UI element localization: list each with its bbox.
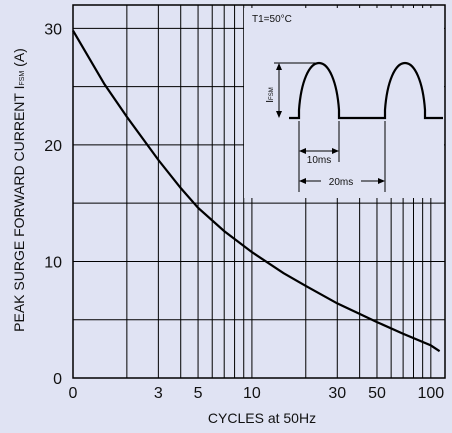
surge-curve-line	[72, 30, 441, 353]
y-axis-title-prefix: PEAK SURGE FORWARD CURRENT	[11, 89, 27, 331]
y-tick-label: 10	[44, 254, 62, 271]
y-tick-label: 0	[53, 371, 62, 388]
y-tick-label: 30	[44, 21, 62, 38]
x-tick-label: 100	[417, 385, 444, 402]
x-tick-label: 10	[243, 385, 261, 402]
x-tick-label: 3	[154, 385, 163, 402]
x-tick-label: 50	[368, 385, 386, 402]
inset-pulse-width-arrowhead-right	[332, 148, 339, 154]
x-tick-label: 5	[194, 385, 203, 402]
x-tick-label: 30	[328, 385, 346, 402]
x-axis-title: CYCLES at 50Hz	[208, 410, 316, 426]
inset-period-arrowhead-left	[299, 178, 306, 184]
y-axis-title: PEAK SURGE FORWARD CURRENT IFSM (A)	[11, 48, 27, 332]
y-tick-labels: 0 10 20 30	[44, 21, 62, 388]
y-axis-title-unit: (A)	[11, 48, 27, 71]
inset-amplitude-arrowhead-bottom	[276, 111, 282, 118]
inset-amplitude-arrowhead-top	[276, 63, 282, 70]
inset-pulse-width-arrowhead-left	[299, 148, 306, 154]
inset-pulse-width-label: 10ms	[307, 155, 331, 166]
x-tick-labels: 0 3 5 10 30 50 100	[69, 385, 445, 402]
y-tick-label: 20	[44, 138, 62, 155]
inset-waveform: T1=50°C IFSM 10ms 20ms	[244, 8, 444, 198]
inset-condition-label: T1=50°C	[252, 14, 292, 25]
inset-period-label: 20ms	[329, 177, 353, 188]
inset-amplitude-subscript: FSM	[269, 87, 275, 100]
inset-period-arrowhead-right	[378, 178, 385, 184]
x-tick-label: 0	[69, 385, 78, 402]
y-axis-title-subscript: FSM	[19, 71, 26, 86]
y-axis-title-symbol: I	[11, 86, 27, 90]
inset-background	[244, 8, 444, 198]
inset-amplitude-label: IFSM	[265, 87, 276, 102]
inset-pulse-waveform	[289, 61, 443, 120]
inset-amplitude-symbol: I	[265, 100, 276, 103]
